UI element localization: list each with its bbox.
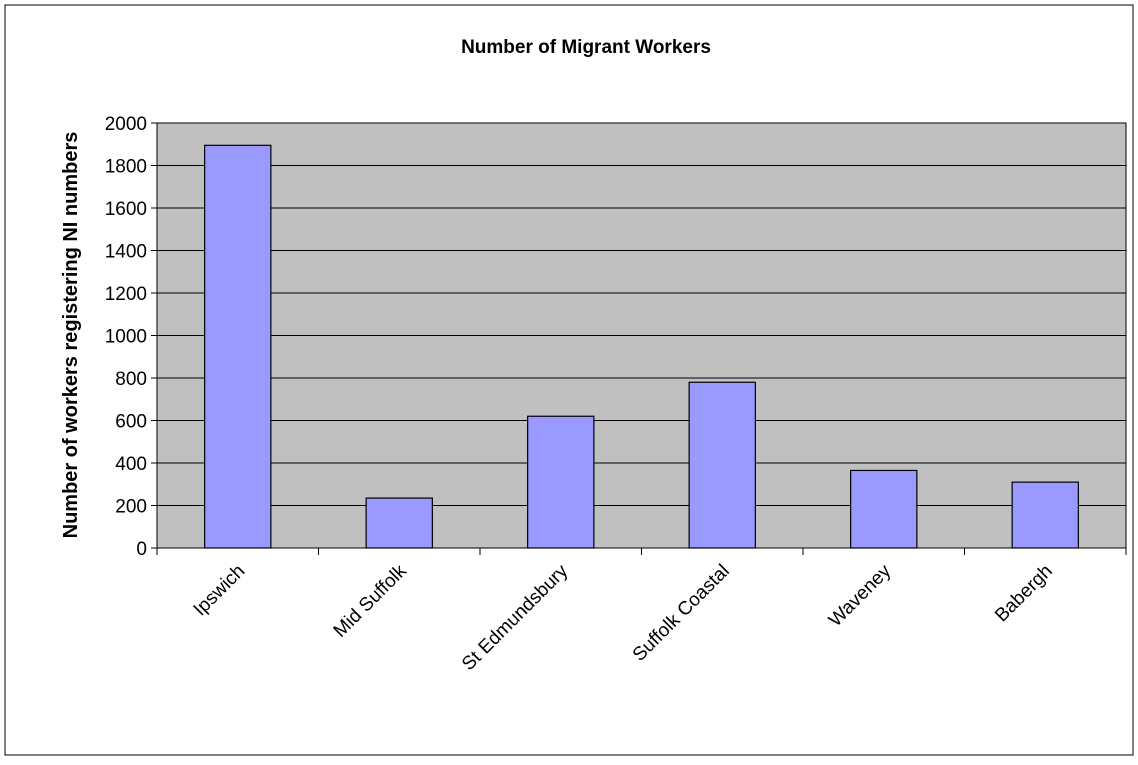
y-axis-title: Number of workers registering NI numbers xyxy=(60,132,82,539)
bar xyxy=(365,497,433,549)
y-tick-label: 1200 xyxy=(105,284,147,305)
bar xyxy=(527,415,595,549)
y-tick-label: 1400 xyxy=(105,242,147,263)
bar xyxy=(204,144,272,549)
bar xyxy=(1011,481,1079,549)
y-tick-label: 0 xyxy=(136,539,147,560)
bar xyxy=(850,469,918,549)
y-tick-label: 2000 xyxy=(105,114,147,135)
y-tick-label: 1000 xyxy=(105,327,147,348)
bar xyxy=(688,381,756,549)
y-tick-label: 400 xyxy=(115,454,147,475)
chart-title: Number of Migrant Workers xyxy=(461,37,711,58)
y-axis: 0 200 400 600 800 1000 1200 1400 1600 1800 2000 xyxy=(105,114,158,560)
gridlines xyxy=(157,122,1126,506)
y-tick-label: 800 xyxy=(115,369,147,390)
y-tick-label: 1800 xyxy=(105,157,147,178)
y-tick-label: 1600 xyxy=(105,199,147,220)
y-tick-label: 600 xyxy=(115,412,147,433)
y-tick-label: 200 xyxy=(115,497,147,518)
